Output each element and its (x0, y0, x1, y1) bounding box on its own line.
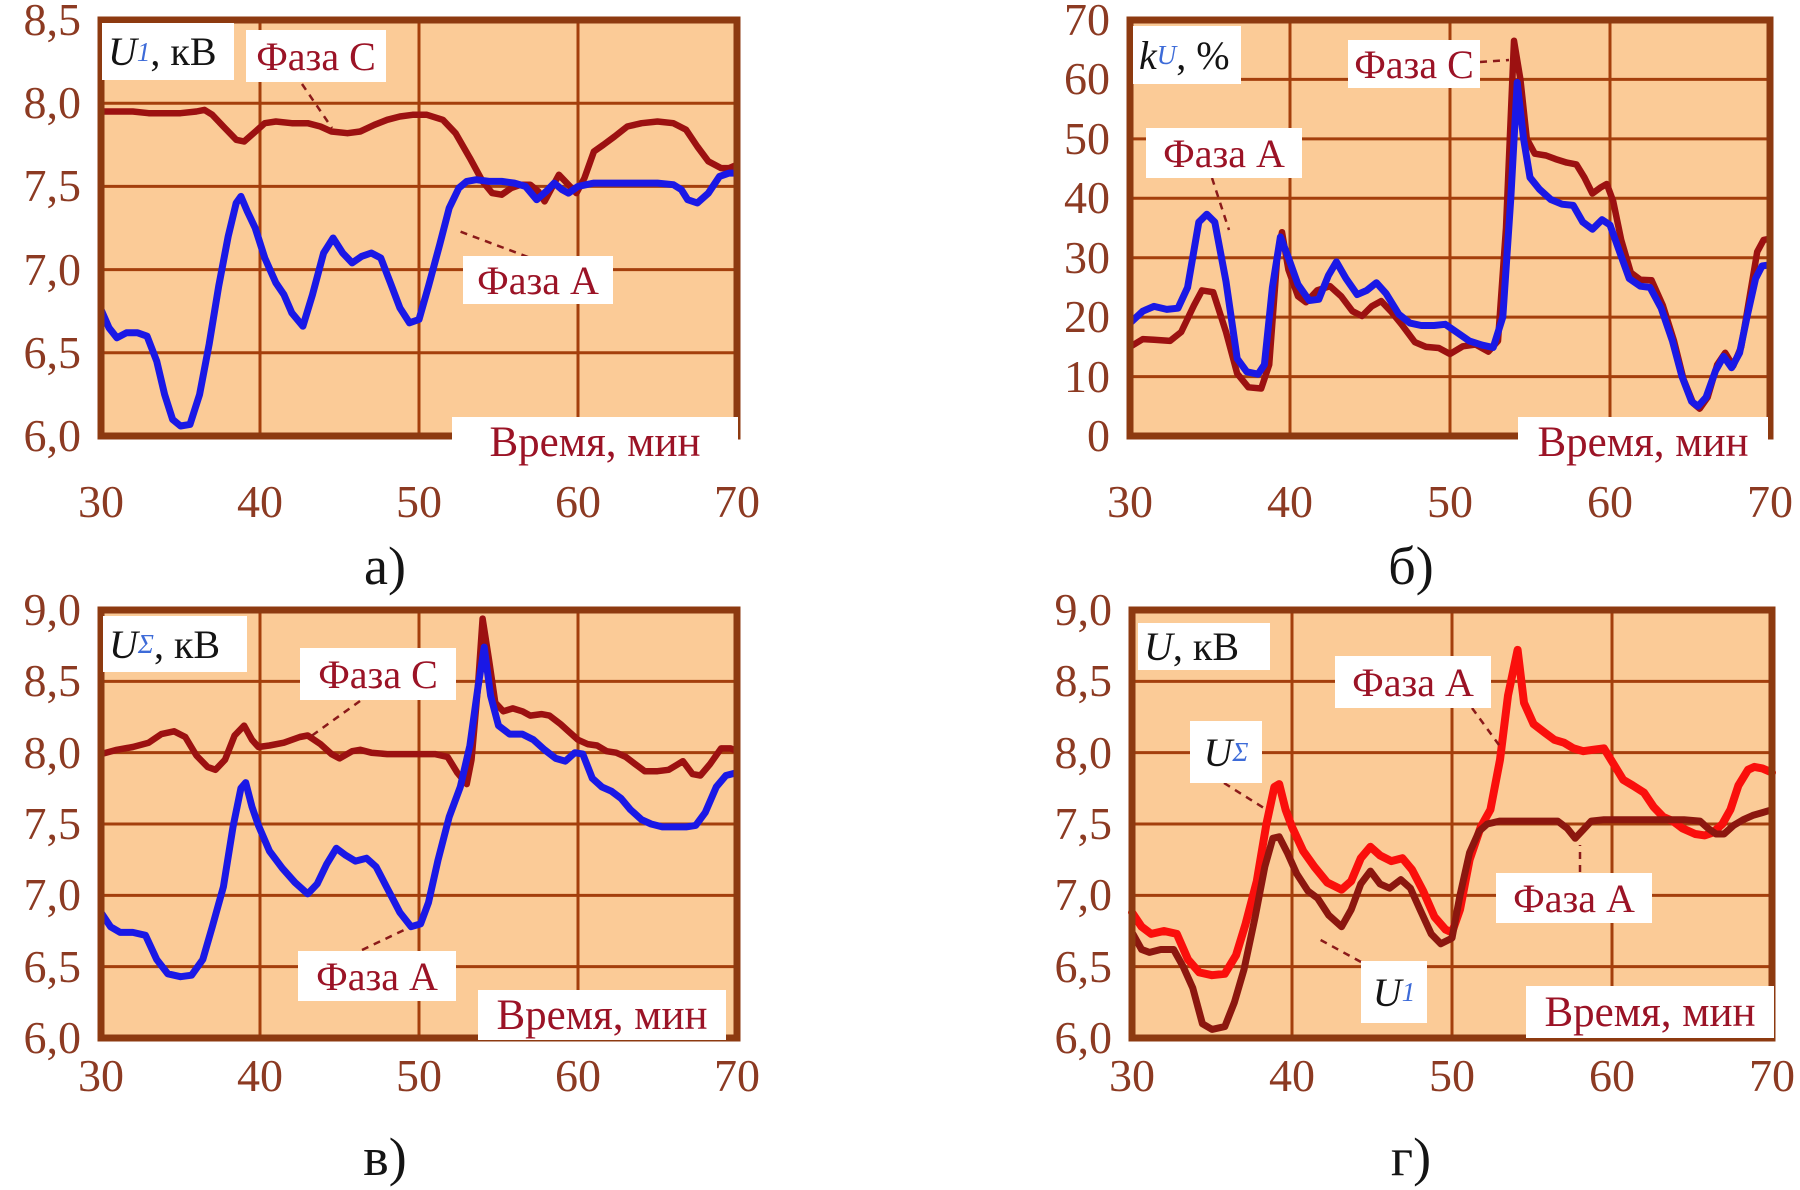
x-axis-label-g: Время, мин (1526, 986, 1774, 1038)
y-tick-label: 7,5 (23, 160, 82, 212)
series-label-v-0: Фаза С (300, 648, 456, 700)
y-tick-label: 30 (1064, 231, 1110, 283)
leader-line-b (1479, 58, 1510, 64)
y-tick-label: 8,0 (23, 77, 82, 129)
y-tick-label: 7,5 (23, 798, 82, 849)
phase-c-line-a (97, 106, 741, 205)
series-label-v-1: Фаза А (298, 951, 456, 1001)
y-tick-label: 8,0 (1054, 726, 1113, 778)
y-tick-label: 10 (1064, 350, 1110, 402)
x-tick-label: 60 (1587, 476, 1633, 527)
x-tick-label: 30 (78, 1050, 124, 1101)
x-axis-label-a: Время, мин (452, 417, 738, 467)
x-tick-label: 60 (1589, 1050, 1635, 1101)
y-tick-label: 7,0 (1054, 869, 1113, 921)
x-axis-label-v: Время, мин (478, 990, 726, 1040)
x-axis-label-b: Время, мин (1518, 417, 1768, 467)
x-tick-label: 70 (1749, 1050, 1795, 1101)
y-tick-label: 6,0 (23, 1012, 82, 1063)
axis-title-unit: , % (1176, 32, 1230, 78)
y-tick-label: 0 (1087, 410, 1110, 461)
axis-title-unit: , кВ (1172, 624, 1240, 669)
series-label-g-0: Фаза А (1335, 656, 1491, 708)
axis-title-symbol: U (1144, 624, 1173, 669)
y-tick-label: 8,5 (1054, 655, 1113, 707)
x-tick-label: 70 (1747, 476, 1793, 527)
series-label-b-1: Фаза С (1348, 40, 1480, 88)
x-tick-label: 30 (1109, 1050, 1155, 1101)
x-tick-label: 40 (237, 1050, 283, 1101)
y-tick-label: 50 (1064, 112, 1110, 164)
axis-title-symbol: U (109, 621, 138, 667)
y-tick-label: 6,0 (1054, 1012, 1113, 1063)
x-tick-label: 60 (555, 476, 601, 527)
x-tick-label: 30 (78, 476, 124, 527)
y-tick-label: 8,0 (23, 726, 82, 778)
axis-title-unit: , кВ (150, 29, 217, 74)
panel-caption-g: г) (1390, 1127, 1432, 1187)
panel-caption-a: а) (364, 536, 406, 596)
y-tick-label: 9,0 (23, 584, 82, 635)
leader-line-v (309, 699, 361, 739)
phase-a-line-a (97, 169, 741, 430)
plot-border-g (1128, 606, 1776, 1042)
phase-a-line-v (97, 643, 741, 981)
series-label-g-3: Фаза А (1496, 873, 1652, 923)
y-tick-label: 7,0 (23, 243, 82, 295)
plot-border-a (97, 16, 741, 440)
y-tick-label: 40 (1064, 172, 1110, 224)
y-tick-label: 8,5 (23, 655, 82, 707)
axis-title-g: U, кВ (1138, 623, 1270, 670)
y-tick-label: 6,5 (23, 940, 82, 992)
y-tick-label: 6,5 (23, 326, 82, 378)
series-label-symbol: U (1372, 969, 1402, 1015)
axis-title-symbol: k (1139, 32, 1157, 78)
axis-title-symbol: U (108, 29, 137, 74)
leader-line-b (1210, 177, 1231, 231)
series-label-a-1: Фаза А (463, 256, 613, 304)
y-tick-label: 8,5 (23, 0, 82, 45)
plot-border-v (97, 606, 741, 1042)
y-tick-label: 60 (1064, 53, 1110, 105)
leader-line-g (1223, 781, 1268, 812)
x-tick-label: 50 (396, 476, 442, 527)
phase-a-line-b (1126, 78, 1774, 410)
x-tick-label: 40 (1267, 476, 1313, 527)
y-tick-label: 6,5 (1054, 940, 1113, 992)
x-tick-label: 50 (1429, 1050, 1475, 1101)
phase-c-line-v (97, 615, 741, 788)
y-tick-label: 9,0 (1054, 584, 1113, 635)
x-tick-label: 50 (396, 1050, 442, 1101)
panel-caption-b: б) (1388, 536, 1434, 596)
leader-line-g (1316, 936, 1362, 964)
x-tick-label: 70 (714, 1050, 760, 1101)
x-tick-label: 40 (1269, 1050, 1315, 1101)
y-tick-label: 7,0 (23, 869, 82, 921)
x-tick-label: 30 (1107, 476, 1153, 527)
u1-line-g (1128, 806, 1776, 1033)
y-tick-label: 6,0 (23, 410, 82, 461)
panel-caption-v: в) (363, 1127, 407, 1187)
series-label-symbol: U (1203, 729, 1233, 775)
series-label-a-0: Фаза С (246, 30, 386, 82)
series-label-b-0: Фаза А (1146, 128, 1302, 178)
x-tick-label: 70 (714, 476, 760, 527)
x-tick-label: 50 (1427, 476, 1473, 527)
y-tick-label: 20 (1064, 291, 1110, 343)
plot-border-b (1126, 16, 1774, 440)
leader-line-a (300, 83, 334, 129)
axis-title-unit: , кВ (153, 621, 221, 667)
y-tick-label: 7,5 (1054, 798, 1113, 849)
x-tick-label: 40 (237, 476, 283, 527)
y-tick-label: 70 (1064, 0, 1110, 45)
x-tick-label: 60 (555, 1050, 601, 1101)
